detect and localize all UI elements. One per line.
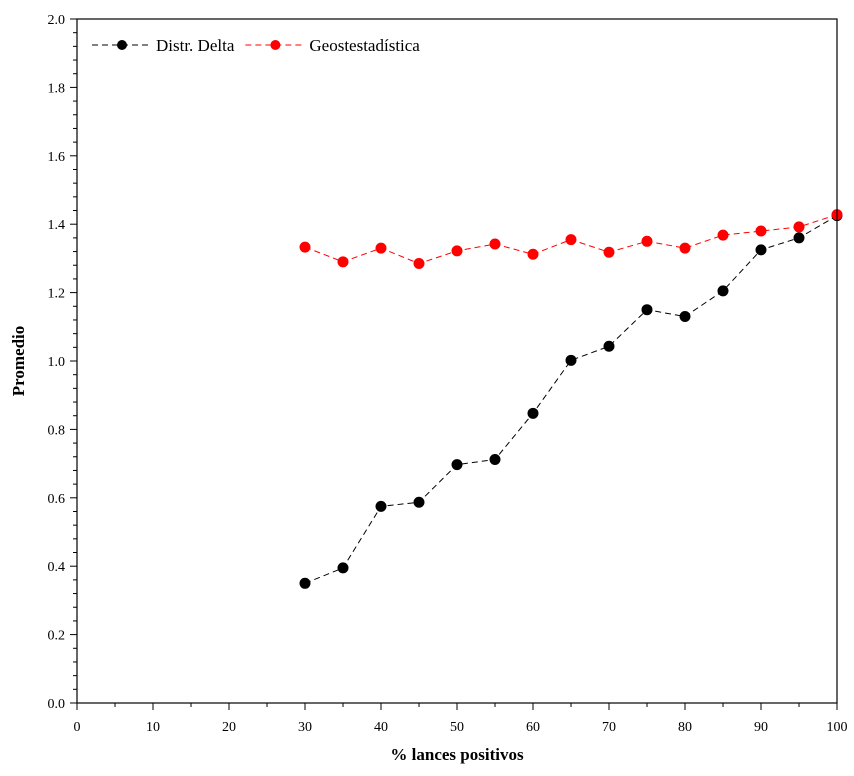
y-tick-label: 1.4 <box>48 218 66 233</box>
y-tick-label: 0.6 <box>48 492 66 507</box>
x-tick-label: 80 <box>678 720 692 735</box>
legend-label-1: Geostestadística <box>309 36 420 55</box>
series-point-1 <box>793 221 805 233</box>
x-tick-label: 0 <box>74 720 81 735</box>
x-tick-label: 60 <box>526 720 540 735</box>
y-tick-label: 2.0 <box>48 13 66 28</box>
legend-marker-1 <box>270 40 281 50</box>
series-point-1 <box>603 246 615 258</box>
series-point-0 <box>565 354 577 366</box>
series-point-1 <box>299 241 311 253</box>
series-point-1 <box>641 235 653 247</box>
plot-frame <box>76 18 838 704</box>
x-tick-label: 30 <box>298 720 312 735</box>
series-point-0 <box>793 232 805 244</box>
series-point-1 <box>413 258 425 270</box>
series-point-0 <box>451 459 463 471</box>
series-point-1 <box>489 238 501 250</box>
legend-label-0: Distr. Delta <box>156 36 235 55</box>
series-point-1 <box>527 248 539 260</box>
y-tick-label: 1.0 <box>48 355 66 370</box>
y-tick-label: 0.4 <box>48 560 66 575</box>
series-point-0 <box>375 500 387 512</box>
x-axis-title: % lances positivos <box>390 745 524 764</box>
series-point-0 <box>299 577 311 589</box>
y-tick-label: 1.2 <box>48 287 66 302</box>
y-tick-label: 1.8 <box>48 81 66 96</box>
series-layer <box>299 209 843 589</box>
x-tick-label: 90 <box>754 720 768 735</box>
y-tick-label: 1.6 <box>48 150 66 165</box>
x-tick-label: 20 <box>222 720 236 735</box>
series-point-1 <box>565 234 577 246</box>
x-tick-label: 10 <box>146 720 160 735</box>
series-point-1 <box>717 229 729 241</box>
series-point-0 <box>755 244 767 256</box>
series-point-0 <box>527 407 539 419</box>
y-tick-label: 0.0 <box>48 697 66 712</box>
y-tick-label: 0.8 <box>48 423 66 438</box>
series-point-0 <box>717 285 729 297</box>
legend-marker-0 <box>117 40 127 50</box>
y-tick-label: 0.2 <box>48 629 66 644</box>
series-point-1 <box>375 242 387 254</box>
series-point-0 <box>603 340 615 352</box>
legend: Distr. Delta Geostestadística <box>92 36 420 55</box>
series-point-0 <box>641 304 653 316</box>
series-point-0 <box>413 496 425 508</box>
series-point-0 <box>489 453 501 465</box>
x-tick-label: 50 <box>450 720 464 735</box>
series-line-0 <box>304 215 838 584</box>
y-axis-title: Promedio <box>9 326 28 397</box>
x-tick-label: 70 <box>602 720 616 735</box>
series-point-1 <box>337 256 349 268</box>
x-tick-label: 40 <box>374 720 388 735</box>
axis-ticks: 0 10 20 30 40 50 60 70 80 90 100 0.0 0.2 0.4 0.6 0.8 1.0… <box>48 13 848 735</box>
series-point-0 <box>337 562 349 574</box>
series-point-1 <box>679 242 691 254</box>
series-point-0 <box>679 311 691 323</box>
series-point-1 <box>755 225 767 237</box>
x-tick-label: 100 <box>827 720 848 735</box>
series-point-1 <box>451 245 463 257</box>
